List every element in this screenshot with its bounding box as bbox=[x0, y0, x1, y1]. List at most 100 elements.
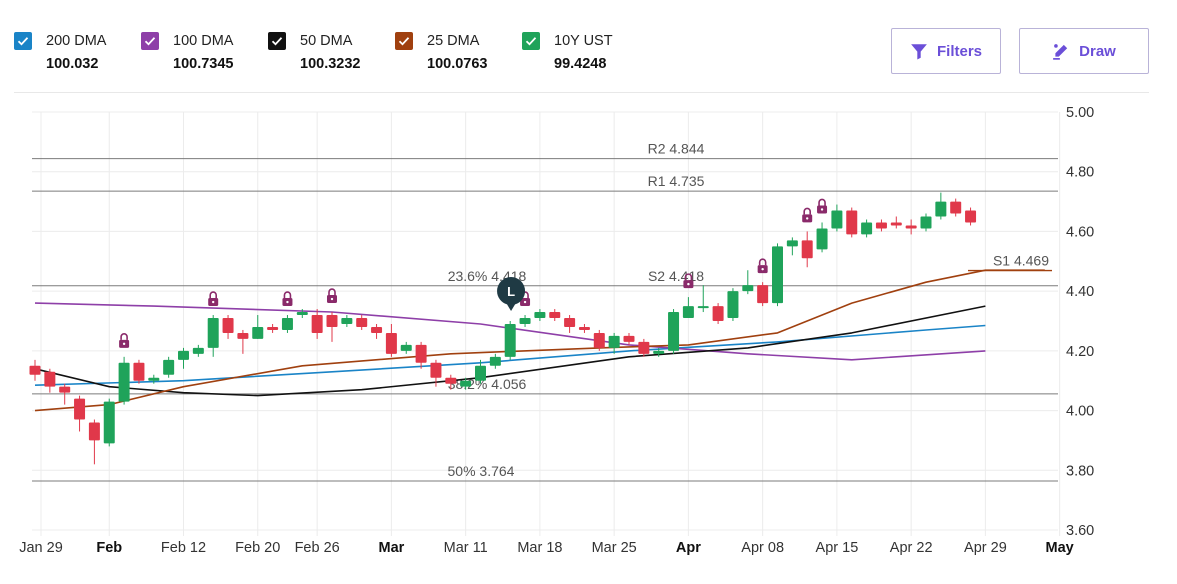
legend-checkbox[interactable] bbox=[141, 32, 159, 50]
candle bbox=[638, 338, 650, 357]
lock-icon bbox=[282, 291, 293, 307]
candle bbox=[237, 329, 249, 354]
candle bbox=[965, 207, 977, 226]
candle bbox=[816, 222, 828, 253]
candle bbox=[192, 344, 204, 357]
legend-checkbox[interactable] bbox=[522, 32, 540, 50]
candle bbox=[653, 347, 665, 357]
candle bbox=[88, 419, 100, 465]
candle-body bbox=[222, 318, 234, 333]
candle-body bbox=[772, 246, 783, 304]
candle-body bbox=[697, 306, 709, 309]
candle bbox=[430, 359, 442, 387]
legend-checkbox[interactable] bbox=[14, 32, 32, 50]
candle-body bbox=[905, 225, 917, 229]
draw-icon bbox=[1053, 44, 1068, 60]
candle-body bbox=[237, 332, 249, 339]
candle-body bbox=[133, 362, 145, 381]
candle bbox=[400, 341, 412, 354]
y-tick-label: 3.60 bbox=[1066, 523, 1094, 539]
candle bbox=[504, 321, 516, 360]
candle bbox=[697, 285, 709, 313]
filters-button[interactable]: Filters bbox=[891, 28, 1001, 74]
filter-icon bbox=[911, 44, 927, 60]
y-tick-label: 4.80 bbox=[1066, 165, 1094, 181]
candle-body bbox=[861, 222, 873, 235]
legend-name: 200 DMA bbox=[46, 33, 107, 49]
check-icon bbox=[17, 37, 29, 46]
x-tick-label: Mar 11 bbox=[444, 540, 488, 556]
legend-value: 100.7345 bbox=[173, 56, 234, 72]
candle-body bbox=[415, 344, 427, 363]
y-tick-label: 4.20 bbox=[1066, 344, 1094, 360]
header-divider bbox=[14, 92, 1149, 93]
candle-body bbox=[712, 306, 724, 321]
candle bbox=[178, 347, 189, 369]
legend-name: 100 DMA bbox=[173, 33, 234, 49]
candle bbox=[296, 309, 308, 319]
candle bbox=[786, 237, 798, 256]
candle bbox=[712, 303, 724, 324]
price-chart[interactable]: 5.00 4.80 4.60 4.40 4.20 4.00 3.80 3.60 Jan 29 Fe… bbox=[0, 95, 1177, 584]
candle-body bbox=[489, 356, 501, 366]
candle bbox=[757, 282, 769, 307]
candle bbox=[385, 323, 397, 357]
legend-name: 10Y UST bbox=[554, 33, 613, 49]
check-icon bbox=[525, 37, 537, 46]
candle-body bbox=[29, 365, 41, 375]
legend-checkbox[interactable] bbox=[395, 32, 413, 50]
draw-button[interactable]: Draw bbox=[1019, 28, 1149, 74]
check-icon bbox=[271, 37, 283, 46]
candle-body bbox=[207, 318, 219, 348]
candle-body bbox=[88, 422, 100, 441]
x-tick-label: Mar bbox=[379, 540, 405, 556]
candle bbox=[356, 315, 368, 330]
candle bbox=[103, 398, 115, 447]
level-label: R2 4.844 bbox=[648, 141, 705, 157]
candle bbox=[846, 207, 858, 238]
candle bbox=[460, 377, 472, 390]
x-tick-label: Apr bbox=[676, 540, 701, 556]
candle-body bbox=[430, 362, 442, 378]
y-tick-label: 3.80 bbox=[1066, 463, 1094, 479]
candle bbox=[489, 353, 501, 369]
candle bbox=[519, 315, 531, 327]
candle bbox=[623, 332, 635, 345]
candle-body bbox=[252, 326, 264, 339]
candle-body bbox=[653, 350, 665, 354]
candle bbox=[475, 359, 486, 384]
candle-body bbox=[445, 377, 457, 384]
check-icon bbox=[144, 37, 156, 46]
x-tick-label: May bbox=[1046, 540, 1074, 556]
candle bbox=[905, 219, 917, 235]
candle bbox=[742, 270, 754, 295]
candle-body bbox=[356, 318, 368, 327]
candle bbox=[549, 309, 561, 321]
candle bbox=[890, 216, 902, 229]
candle bbox=[267, 323, 279, 333]
level-label: 38.2% 4.056 bbox=[448, 376, 527, 392]
candle bbox=[445, 374, 457, 390]
candle bbox=[341, 315, 353, 327]
candle-body bbox=[400, 344, 412, 351]
candle-body bbox=[890, 222, 902, 226]
candle bbox=[29, 359, 41, 381]
legend-checkbox[interactable] bbox=[268, 32, 286, 50]
legend-value: 100.0763 bbox=[427, 56, 488, 72]
candle-body bbox=[163, 359, 175, 375]
lock-icon bbox=[817, 198, 828, 214]
lock-icon bbox=[327, 288, 337, 304]
candle-body bbox=[742, 285, 754, 292]
candle-body bbox=[935, 201, 947, 217]
candle bbox=[875, 219, 887, 232]
y-tick-label: 4.40 bbox=[1066, 284, 1094, 300]
legend-value: 99.4248 bbox=[554, 56, 607, 72]
candle bbox=[118, 356, 130, 405]
lock-icon bbox=[119, 333, 130, 348]
candle bbox=[148, 374, 160, 384]
candle-body bbox=[460, 380, 472, 387]
x-tick-label: Mar 25 bbox=[592, 540, 637, 556]
level-label: R1 4.735 bbox=[648, 173, 705, 189]
candle-body bbox=[296, 312, 308, 316]
candle bbox=[311, 309, 323, 339]
